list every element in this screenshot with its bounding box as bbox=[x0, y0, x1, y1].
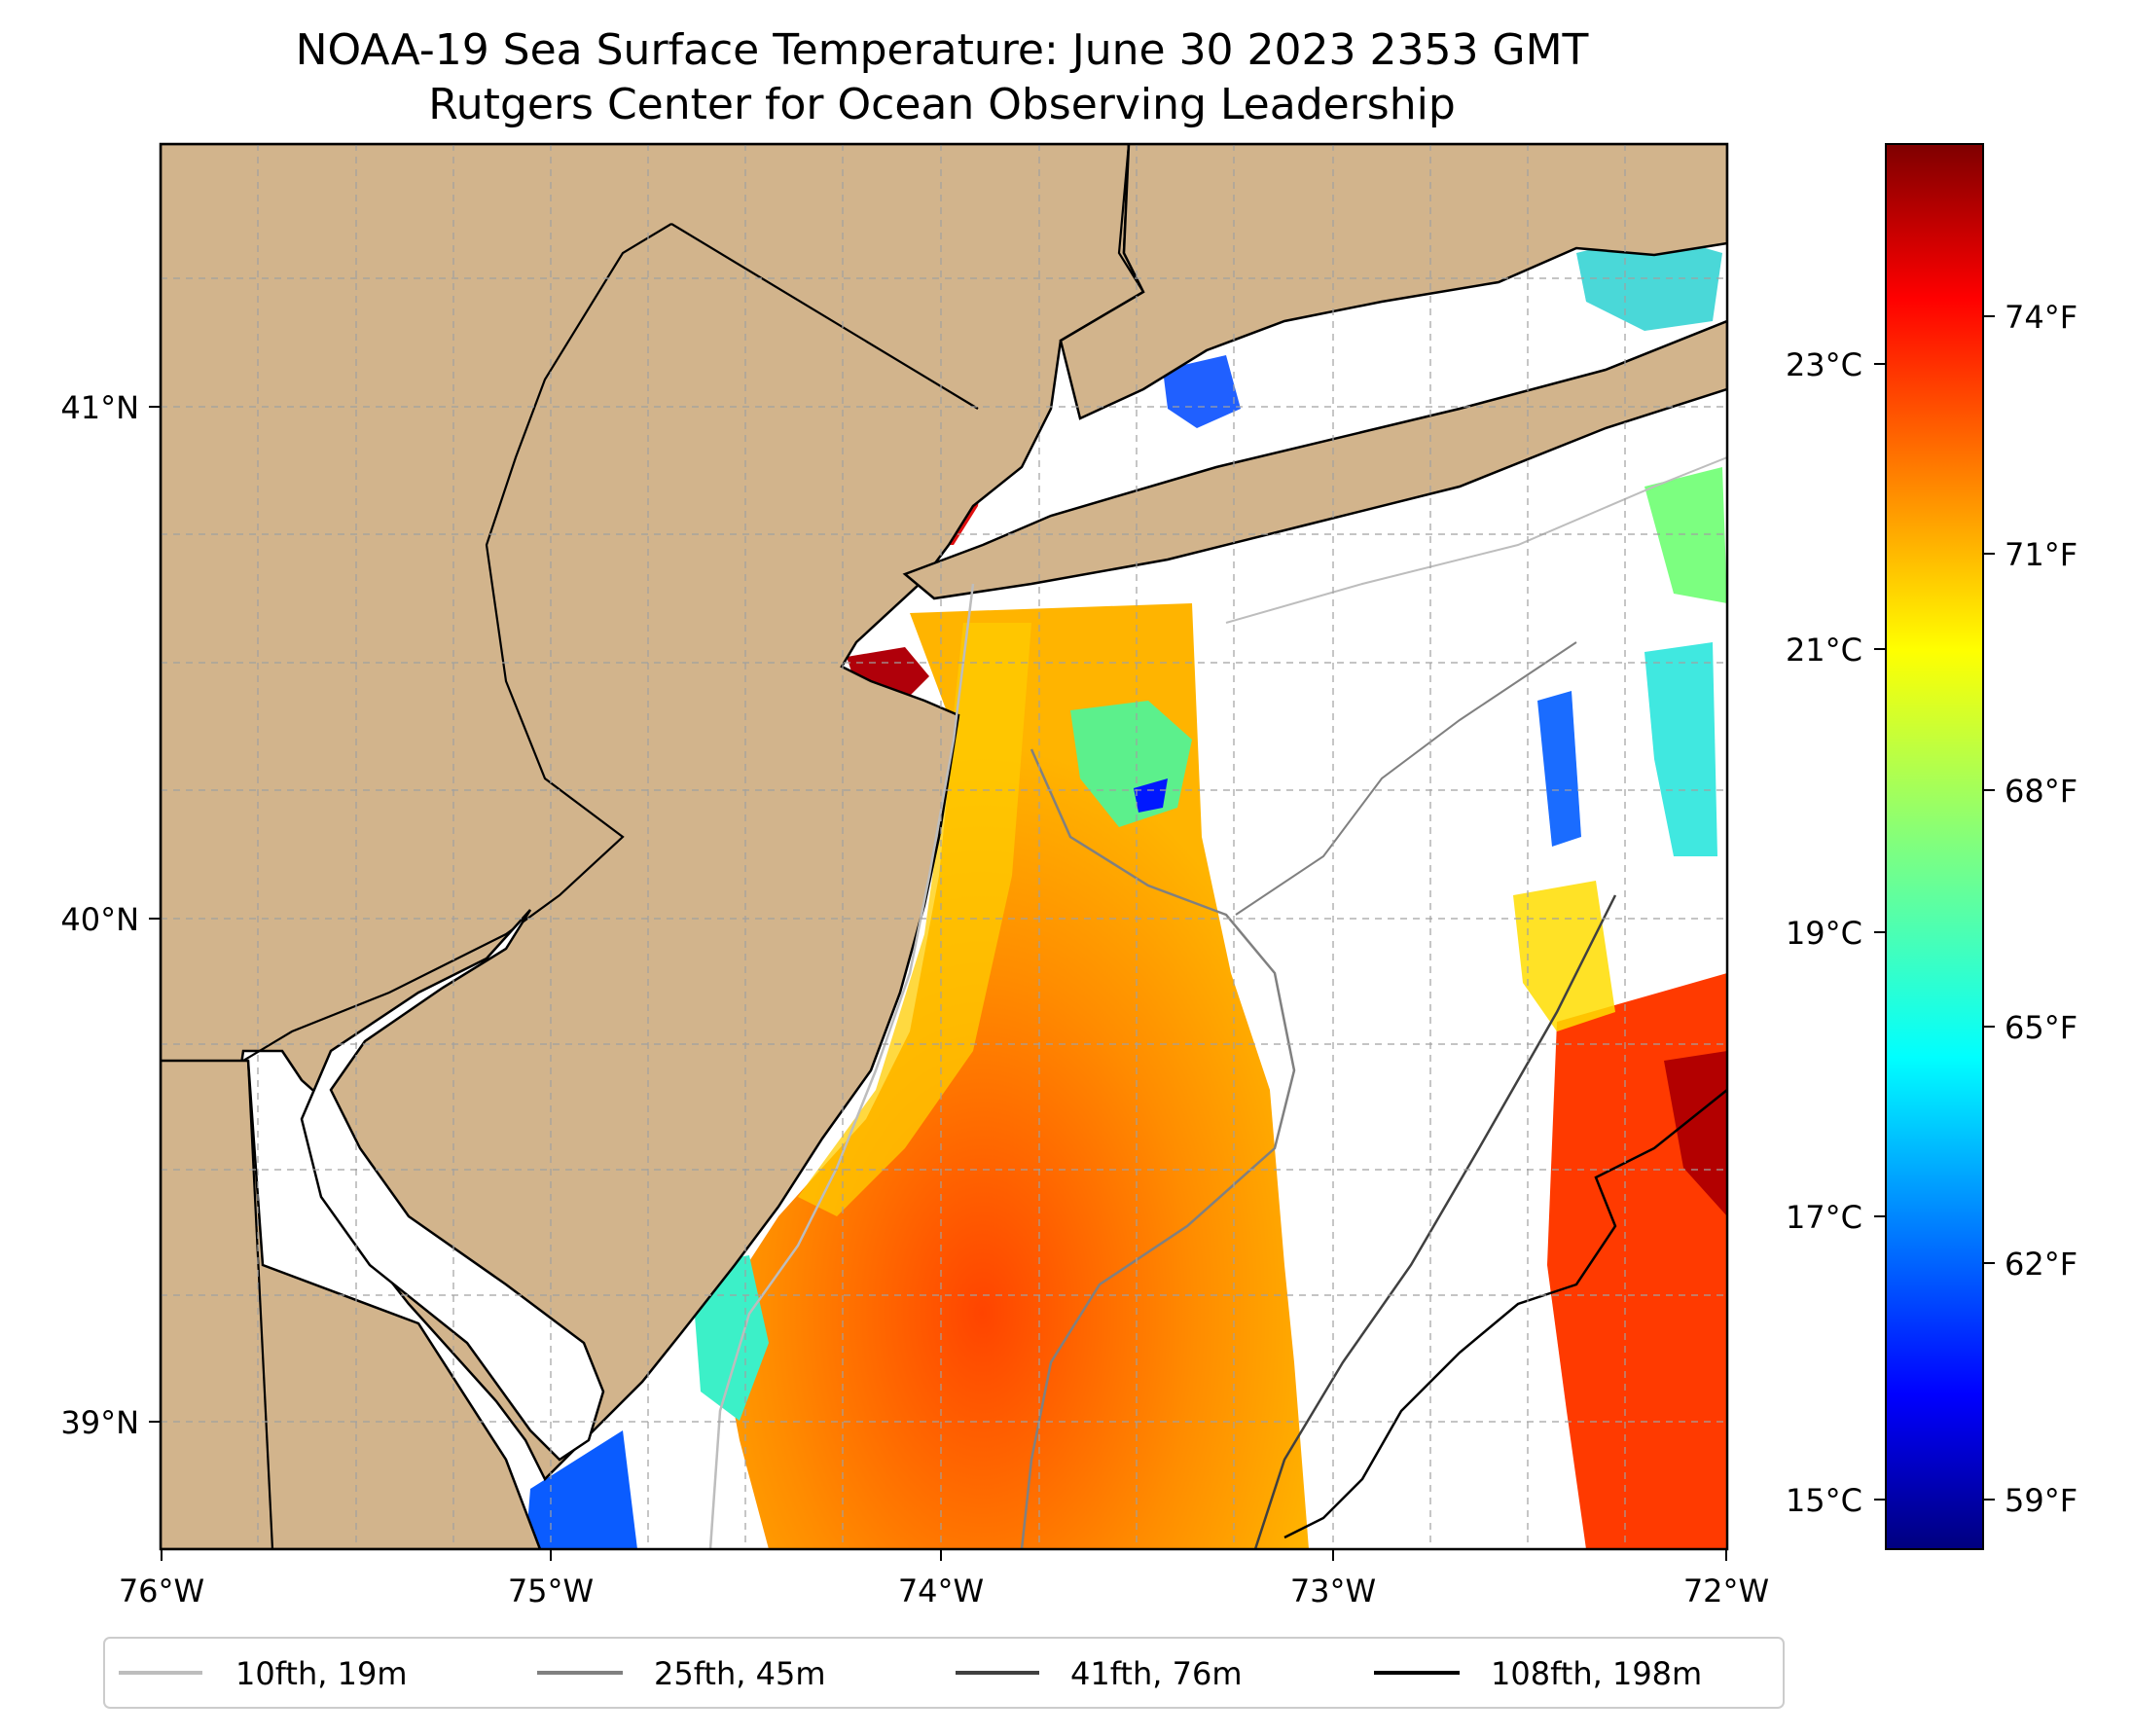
colorbar-celsius-label: 15°C bbox=[1786, 1482, 1862, 1519]
colorbar-celsius-label: 23°C bbox=[1786, 346, 1862, 383]
sst-shelf-field bbox=[715, 603, 1309, 1549]
x-tick-label: 72°W bbox=[1683, 1573, 1769, 1609]
y-tick-label: 41°N bbox=[60, 389, 139, 426]
y-tick-label: 40°N bbox=[60, 901, 139, 938]
sst-offshore-green-patch bbox=[1644, 467, 1727, 603]
colorbar-fahrenheit-label: 59°F bbox=[2005, 1482, 2078, 1519]
colorbar-fahrenheit-label: 62°F bbox=[2005, 1246, 2078, 1283]
title-line-2: Rutgers Center for Ocean Observing Leade… bbox=[428, 80, 1456, 129]
sst-eastern-cool-band bbox=[1513, 881, 1615, 1031]
colorbar-fahrenheit-label: 74°F bbox=[2005, 299, 2078, 336]
x-tick-label: 74°W bbox=[898, 1573, 984, 1609]
legend-frame bbox=[103, 1637, 1785, 1709]
title-line-1: NOAA-19 Sea Surface Temperature: June 30… bbox=[296, 25, 1589, 75]
contour-offshore-25fth bbox=[1235, 641, 1577, 916]
state-boundary-ny-ct bbox=[1117, 144, 1144, 293]
contour-25fth bbox=[1020, 748, 1296, 1549]
sst-cold-spot bbox=[1134, 778, 1168, 813]
sst-eastern-cool-strip bbox=[1644, 642, 1717, 856]
colorbar-fahrenheit-label: 65°F bbox=[2005, 1009, 2078, 1046]
legend-label: 41fth, 76m bbox=[1070, 1655, 1242, 1692]
x-tick-label: 75°W bbox=[508, 1573, 594, 1609]
land-connecticut bbox=[1059, 144, 1727, 420]
x-tick-label: 76°W bbox=[119, 1573, 204, 1609]
legend-label: 108fth, 198m bbox=[1491, 1655, 1702, 1692]
colorbar-gradient bbox=[1885, 143, 1984, 1550]
sst-eastern-cold-strip bbox=[1537, 691, 1581, 847]
depth-legend: 10fth, 19m 25fth, 45m 41fth, 76m 108fth,… bbox=[103, 1637, 1785, 1709]
y-axis: 41°N 40°N 39°N bbox=[60, 389, 161, 1441]
state-boundary-pa-nj bbox=[242, 223, 672, 1062]
contour-41fth bbox=[1253, 894, 1617, 1549]
sst-cold-patch-cape-may bbox=[525, 1430, 637, 1549]
delaware-bay bbox=[300, 909, 605, 1462]
land-long-island bbox=[902, 319, 1727, 600]
map-panel bbox=[161, 144, 1727, 1549]
sst-eastern-hot-core bbox=[1664, 1051, 1727, 1216]
x-axis: 76°W 75°W 74°W 73°W 72°W bbox=[119, 1549, 1769, 1609]
colorbar-celsius-label: 21°C bbox=[1786, 632, 1862, 669]
colorbar-celsius-label: 17°C bbox=[1786, 1199, 1862, 1236]
state-boundary-ny-nj bbox=[670, 223, 979, 410]
state-boundary-de-md bbox=[246, 1060, 274, 1549]
sst-eastern-sound-patch bbox=[1576, 234, 1722, 331]
graticule bbox=[161, 144, 1727, 1549]
legend-label: 10fth, 19m bbox=[235, 1655, 407, 1692]
sst-coastal-warm-band bbox=[798, 623, 1031, 1216]
colorbar-fahrenheit-label: 68°F bbox=[2005, 773, 2078, 810]
legend-label: 25fth, 45m bbox=[654, 1655, 825, 1692]
sst-li-sound-patch bbox=[1163, 355, 1241, 428]
colorbar-celsius-label: 19°C bbox=[1786, 915, 1862, 952]
colorbar: 23°C 21°C 19°C 17°C 15°C 74°F 71°F 68°F … bbox=[1786, 143, 2078, 1550]
contour-offshore-10fth bbox=[1225, 456, 1727, 624]
y-tick-label: 39°N bbox=[60, 1404, 139, 1441]
map-frame bbox=[159, 142, 1729, 1551]
x-tick-label: 73°W bbox=[1290, 1573, 1376, 1609]
contour-108fth bbox=[1283, 1089, 1727, 1539]
colorbar-fahrenheit-label: 71°F bbox=[2005, 536, 2078, 573]
